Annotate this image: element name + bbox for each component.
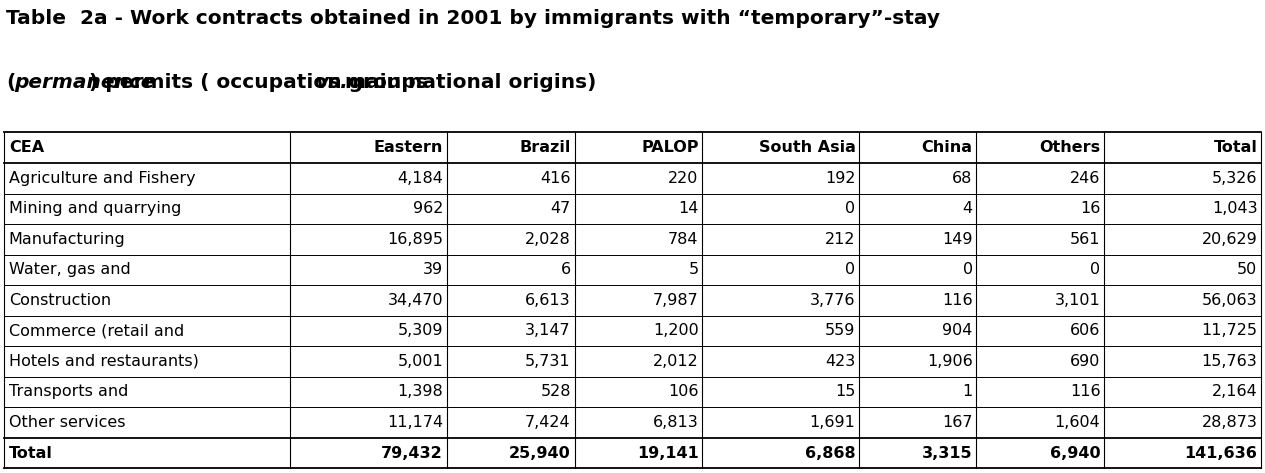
Text: 5,309: 5,309 <box>397 324 443 338</box>
Text: 11,725: 11,725 <box>1202 324 1257 338</box>
Text: 212: 212 <box>825 232 855 247</box>
Text: 246: 246 <box>1070 171 1101 186</box>
Text: 220: 220 <box>668 171 698 186</box>
Text: 19,141: 19,141 <box>636 446 698 461</box>
Text: 1,604: 1,604 <box>1055 415 1101 430</box>
Text: Manufacturing: Manufacturing <box>9 232 125 247</box>
Text: Mining and quarrying: Mining and quarrying <box>9 201 181 216</box>
Text: 561: 561 <box>1070 232 1101 247</box>
Text: 39: 39 <box>423 263 443 277</box>
Text: 28,873: 28,873 <box>1202 415 1257 430</box>
Text: 904: 904 <box>942 324 973 338</box>
Text: 68: 68 <box>953 171 973 186</box>
Text: ) permits ( occupation groups: ) permits ( occupation groups <box>90 73 435 92</box>
Text: 3,147: 3,147 <box>525 324 571 338</box>
Text: 2,164: 2,164 <box>1212 385 1257 399</box>
Text: permanence: permanence <box>14 73 154 92</box>
Text: Other services: Other services <box>9 415 125 430</box>
Text: 34,470: 34,470 <box>387 293 443 308</box>
Text: 4,184: 4,184 <box>397 171 443 186</box>
Text: 606: 606 <box>1070 324 1101 338</box>
Text: Brazil: Brazil <box>520 140 571 155</box>
Text: 559: 559 <box>825 324 855 338</box>
Text: 690: 690 <box>1070 354 1101 369</box>
Text: 1,906: 1,906 <box>927 354 973 369</box>
Text: 5,326: 5,326 <box>1212 171 1257 186</box>
Text: 528: 528 <box>540 385 571 399</box>
Text: (: ( <box>6 73 15 92</box>
Text: 141,636: 141,636 <box>1184 446 1257 461</box>
Text: 56,063: 56,063 <box>1202 293 1257 308</box>
Text: China: China <box>922 140 973 155</box>
Text: 106: 106 <box>668 385 698 399</box>
Text: South Asia: South Asia <box>759 140 855 155</box>
Text: 167: 167 <box>942 415 973 430</box>
Text: Agriculture and Fishery: Agriculture and Fishery <box>9 171 196 186</box>
Text: 6: 6 <box>560 263 571 277</box>
Text: 3,315: 3,315 <box>922 446 973 461</box>
Text: Table  2a - Work contracts obtained in 2001 by immigrants with “temporary”-stay: Table 2a - Work contracts obtained in 20… <box>6 9 940 28</box>
Text: Total: Total <box>1213 140 1257 155</box>
Text: 2,028: 2,028 <box>525 232 571 247</box>
Text: 192: 192 <box>825 171 855 186</box>
Text: 11,174: 11,174 <box>387 415 443 430</box>
Text: 149: 149 <box>942 232 973 247</box>
Text: Eastern: Eastern <box>373 140 443 155</box>
Text: Transports and: Transports and <box>9 385 128 399</box>
Text: 6,813: 6,813 <box>653 415 698 430</box>
Text: main national origins): main national origins) <box>338 73 597 92</box>
Text: 0: 0 <box>963 263 973 277</box>
Text: 5: 5 <box>688 263 698 277</box>
Text: 0: 0 <box>845 201 855 216</box>
Text: 6,940: 6,940 <box>1050 446 1101 461</box>
Text: 1,200: 1,200 <box>653 324 698 338</box>
Text: 0: 0 <box>1090 263 1101 277</box>
Text: PALOP: PALOP <box>641 140 698 155</box>
Text: 7,424: 7,424 <box>525 415 571 430</box>
Text: 1,398: 1,398 <box>397 385 443 399</box>
Text: 3,101: 3,101 <box>1055 293 1101 308</box>
Text: 2,012: 2,012 <box>653 354 698 369</box>
Text: 16: 16 <box>1080 201 1101 216</box>
Text: 6,613: 6,613 <box>525 293 571 308</box>
Text: vs.: vs. <box>315 73 348 92</box>
Text: Others: Others <box>1040 140 1101 155</box>
Text: 784: 784 <box>668 232 698 247</box>
Text: 50: 50 <box>1237 263 1257 277</box>
Text: 15: 15 <box>835 385 855 399</box>
Text: 6,868: 6,868 <box>805 446 855 461</box>
Text: 79,432: 79,432 <box>381 446 443 461</box>
Text: Construction: Construction <box>9 293 111 308</box>
Text: CEA: CEA <box>9 140 44 155</box>
Text: 7,987: 7,987 <box>653 293 698 308</box>
Text: Commerce (retail and: Commerce (retail and <box>9 324 185 338</box>
Text: 3,776: 3,776 <box>810 293 855 308</box>
Text: 1: 1 <box>963 385 973 399</box>
Text: 1,043: 1,043 <box>1212 201 1257 216</box>
Text: Total: Total <box>9 446 53 461</box>
Text: 47: 47 <box>550 201 571 216</box>
Text: 16,895: 16,895 <box>387 232 443 247</box>
Text: 0: 0 <box>845 263 855 277</box>
Text: 15,763: 15,763 <box>1202 354 1257 369</box>
Text: Water, gas and: Water, gas and <box>9 263 130 277</box>
Text: 116: 116 <box>942 293 973 308</box>
Text: 5,731: 5,731 <box>525 354 571 369</box>
Text: 5,001: 5,001 <box>397 354 443 369</box>
Text: 1,691: 1,691 <box>810 415 855 430</box>
Text: Hotels and restaurants): Hotels and restaurants) <box>9 354 199 369</box>
Text: 20,629: 20,629 <box>1202 232 1257 247</box>
Text: 423: 423 <box>825 354 855 369</box>
Text: 25,940: 25,940 <box>509 446 571 461</box>
Text: 14: 14 <box>678 201 698 216</box>
Text: 416: 416 <box>540 171 571 186</box>
Text: 4: 4 <box>963 201 973 216</box>
Text: 116: 116 <box>1070 385 1101 399</box>
Text: 962: 962 <box>412 201 443 216</box>
